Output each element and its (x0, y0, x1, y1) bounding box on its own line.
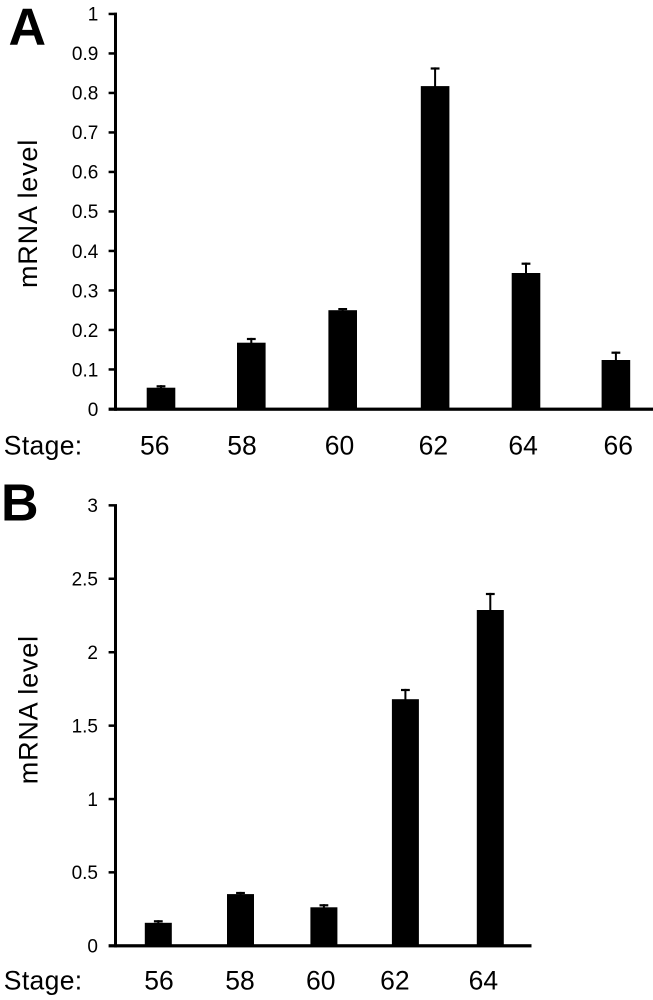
svg-text:1.5: 1.5 (72, 716, 98, 737)
svg-text:64: 64 (508, 431, 537, 461)
svg-text:0.1: 0.1 (72, 360, 98, 381)
svg-text:0.5: 0.5 (72, 202, 98, 223)
svg-text:1: 1 (88, 5, 99, 26)
svg-text:mRNA level: mRNA level (13, 635, 43, 784)
svg-text:0.3: 0.3 (72, 281, 98, 302)
svg-text:A: A (9, 0, 47, 56)
svg-text:0.6: 0.6 (72, 163, 98, 184)
svg-text:56: 56 (144, 966, 173, 996)
svg-text:3: 3 (87, 496, 98, 517)
svg-text:66: 66 (603, 431, 632, 461)
svg-text:0.2: 0.2 (72, 321, 98, 342)
svg-text:0.7: 0.7 (72, 123, 98, 144)
svg-text:0: 0 (87, 937, 98, 958)
svg-text:Stage:: Stage: (4, 966, 83, 996)
svg-text:58: 58 (227, 431, 256, 461)
svg-text:2: 2 (87, 643, 98, 664)
svg-text:0.5: 0.5 (72, 863, 98, 884)
svg-text:Stage:: Stage: (4, 431, 83, 461)
svg-text:0.9: 0.9 (72, 44, 98, 65)
svg-text:1: 1 (87, 790, 98, 811)
svg-text:0.8: 0.8 (72, 84, 98, 105)
svg-text:58: 58 (225, 966, 254, 996)
svg-text:62: 62 (380, 966, 409, 996)
svg-text:0.4: 0.4 (72, 242, 99, 263)
svg-text:64: 64 (469, 966, 498, 996)
svg-text:B: B (1, 474, 39, 532)
svg-text:62: 62 (419, 431, 448, 461)
svg-text:2.5: 2.5 (72, 570, 98, 591)
svg-text:60: 60 (306, 966, 335, 996)
svg-text:60: 60 (325, 431, 354, 461)
svg-text:56: 56 (140, 431, 169, 461)
svg-text:mRNA level: mRNA level (13, 139, 43, 288)
svg-text:0: 0 (88, 400, 99, 421)
